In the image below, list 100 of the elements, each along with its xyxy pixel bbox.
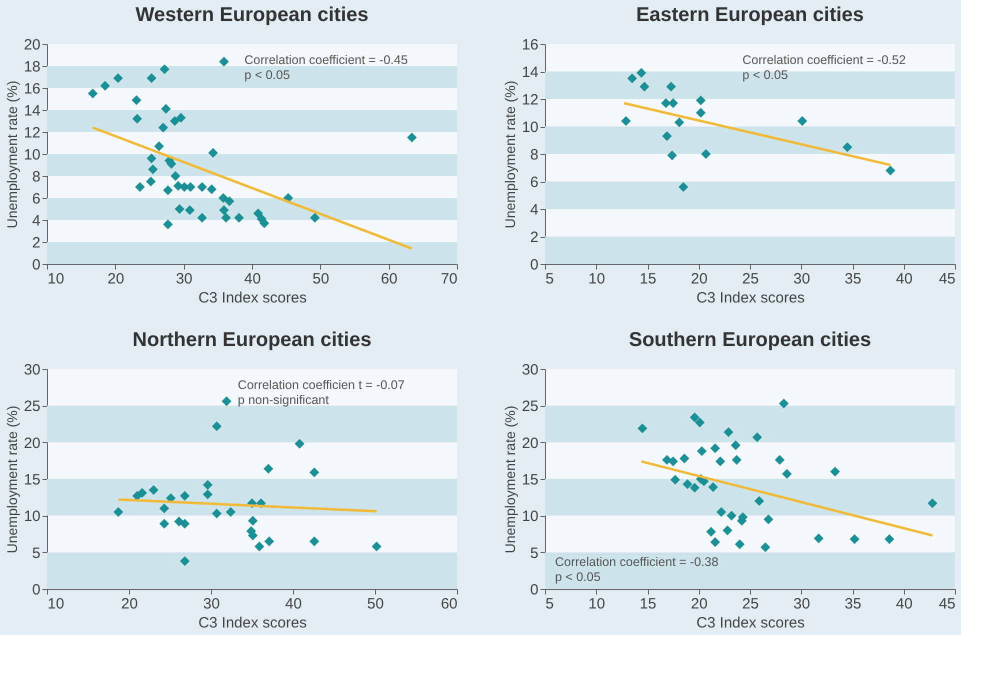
y-tick-label: 0 [32, 256, 40, 274]
point [661, 98, 671, 108]
chart-title: Southern European cities [628, 329, 872, 351]
y-tick-label: 14 [522, 64, 538, 81]
x-tick-label: 50 [367, 596, 384, 612]
point [662, 131, 672, 141]
x-tick-label: 15 [640, 596, 656, 612]
annotation: Correlation coefficient = -0.45 [244, 53, 408, 67]
x-tick-label: 10 [48, 270, 64, 288]
x-tick-label: 40 [896, 270, 913, 288]
x-tick-label: 5 [546, 270, 554, 288]
x-tick-label: 10 [588, 596, 606, 612]
x-tick-label: 35 [844, 596, 862, 612]
point [830, 466, 840, 477]
x-tick-label: 30 [203, 596, 220, 612]
point [842, 142, 852, 152]
y-tick-label: 16 [24, 80, 40, 98]
point [668, 456, 678, 466]
point [782, 468, 792, 479]
y-axis-title: Unemployment rate (%) [4, 80, 20, 228]
point [774, 455, 785, 465]
point [708, 482, 718, 492]
point [696, 108, 706, 118]
point [680, 454, 690, 464]
x-tick-label: 20 [121, 596, 138, 612]
point [674, 118, 684, 128]
x-tick-label: 45 [938, 596, 956, 612]
y-tick-label: 16 [522, 36, 538, 54]
x-axis-title: C3 Index scores [198, 290, 307, 306]
point [754, 496, 764, 506]
point [797, 116, 808, 126]
x-axis-title: C3 Index scores [696, 290, 805, 306]
point [764, 514, 774, 524]
point [694, 418, 705, 428]
y-tick-label: 0 [530, 582, 538, 598]
point [752, 432, 762, 442]
point [690, 482, 700, 493]
x-tick-label: 5 [546, 596, 554, 612]
y-tick-label: 15 [24, 472, 40, 488]
point [732, 455, 742, 465]
x-tick-label: 50 [312, 270, 330, 288]
x-tick-label: 40 [285, 596, 302, 612]
point [814, 534, 824, 544]
y-tick-label: 5 [32, 544, 40, 562]
point [716, 507, 726, 517]
y-axis-title: Unemployment rate (%) [502, 80, 518, 228]
point [722, 525, 732, 536]
x-tick-label: 15 [640, 270, 656, 288]
y-tick-label: 6 [530, 174, 538, 191]
x-tick-label: 60 [380, 270, 398, 288]
point [710, 537, 720, 547]
y-tick-label: 25 [24, 398, 40, 416]
annotation: p < 0.05 [555, 570, 601, 584]
point [778, 398, 789, 408]
y-tick-label: 30 [24, 362, 40, 378]
y-tick-label: 4 [32, 212, 40, 230]
y-tick-label: 18 [24, 58, 40, 76]
x-tick-label: 30 [793, 596, 810, 612]
annotation: p < 0.05 [244, 68, 290, 82]
point [710, 443, 720, 454]
annotation: p < 0.05 [742, 68, 788, 82]
point [701, 149, 711, 159]
x-tick-label: 30 [793, 270, 810, 288]
point [928, 498, 938, 508]
point [886, 166, 896, 176]
point [760, 542, 770, 552]
chart-title: Eastern European cities [636, 4, 864, 26]
y-tick-label: 6 [32, 190, 40, 208]
x-tick-label: 45 [938, 270, 956, 288]
y-tick-label: 12 [522, 92, 538, 108]
x-tick-label: 40 [244, 270, 261, 288]
annotation: Correlation coefficient = -0.52 [742, 53, 906, 67]
y-axis-title: Unemployment rate (%) [4, 406, 20, 554]
point [682, 479, 692, 490]
y-tick-label: 20 [24, 434, 40, 452]
point [734, 539, 745, 550]
point [627, 74, 637, 84]
y-tick-label: 2 [32, 234, 40, 252]
point [696, 96, 706, 106]
x-tick-label: 10 [588, 270, 606, 288]
y-tick-label: 8 [32, 168, 40, 186]
y-tick-label: 8 [530, 146, 538, 164]
y-tick-label: 12 [24, 124, 40, 142]
x-tick-label: 40 [896, 596, 913, 612]
y-tick-label: 25 [522, 398, 538, 416]
point [621, 116, 631, 126]
chart-title: Northern European cities [132, 329, 372, 351]
y-tick-label: 4 [530, 202, 538, 218]
x-tick-label: 60 [440, 596, 458, 612]
chart-title: Western European cities [135, 4, 369, 26]
point [884, 534, 894, 544]
x-tick-label: 25 [742, 596, 759, 612]
point [730, 440, 741, 450]
annotation: p non-significant [238, 393, 330, 407]
point [678, 182, 688, 192]
annotation: Correlation coefficient = -0.38 [555, 555, 718, 569]
x-tick-label: 30 [176, 270, 193, 288]
point [638, 424, 648, 434]
point [668, 98, 678, 108]
x-tick-label: 20 [690, 596, 708, 612]
